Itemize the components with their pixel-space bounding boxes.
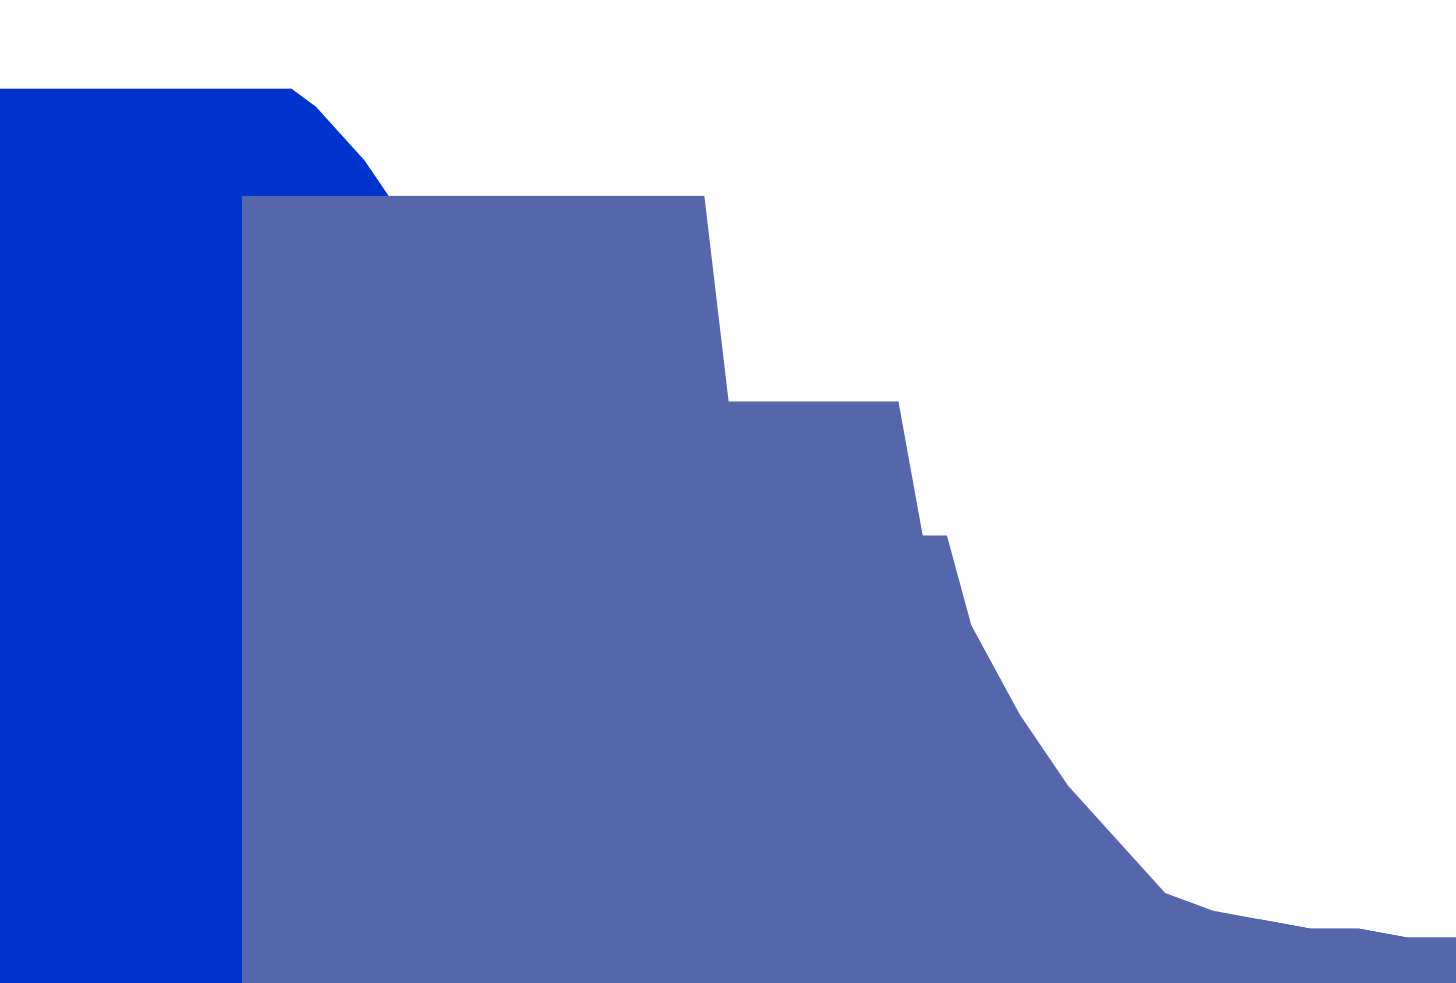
- Polygon shape: [0, 89, 1456, 983]
- Polygon shape: [243, 197, 1456, 983]
